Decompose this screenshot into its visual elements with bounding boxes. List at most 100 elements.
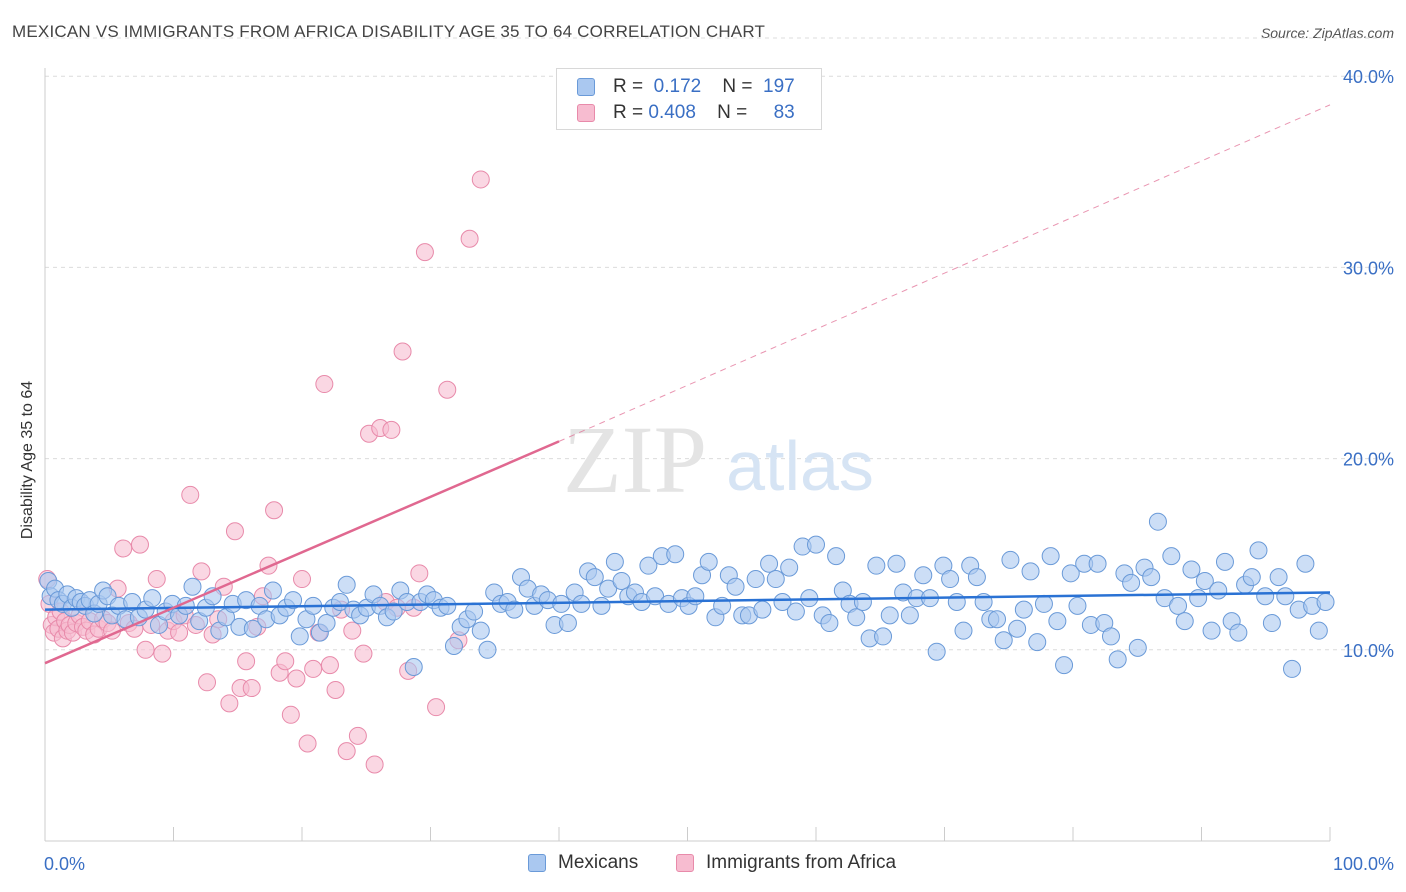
africa-point-78 xyxy=(427,698,446,717)
mexicans-point-162 xyxy=(1088,554,1107,573)
mexicans-point-39 xyxy=(263,581,282,600)
mexicans-point-85 xyxy=(572,594,591,613)
africa-point-55 xyxy=(293,570,311,589)
mexicans-point-170 xyxy=(1142,568,1161,587)
mexicans-point-18 xyxy=(123,593,142,611)
watermark-zip: ZIP xyxy=(563,406,707,513)
africa-point-38 xyxy=(198,673,217,692)
legend-swatch-africa xyxy=(676,854,694,872)
legend-swatch-mexicans xyxy=(528,854,546,872)
africa-point-52 xyxy=(276,652,295,671)
mexicans-point-142 xyxy=(954,621,973,640)
africa-point-37 xyxy=(192,562,211,581)
africa-point-46 xyxy=(242,679,261,698)
africa-point-30 xyxy=(153,644,172,663)
mexicans-trend-line xyxy=(44,591,1331,611)
mexicans-point-185 xyxy=(1242,568,1261,587)
mexicans-point-126 xyxy=(847,608,866,627)
mexicans-swatch xyxy=(577,78,595,96)
mexicans-point-65 xyxy=(438,596,457,615)
mexicans-point-188 xyxy=(1262,614,1281,633)
chart-title: MEXICAN VS IMMIGRANTS FROM AFRICA DISABI… xyxy=(12,22,766,41)
africa-point-68 xyxy=(365,755,384,774)
mexicans-point-183 xyxy=(1229,623,1248,642)
mexicans-point-89 xyxy=(599,579,618,598)
legend-label-mexicans: Mexicans xyxy=(558,852,639,873)
africa-point-60 xyxy=(320,656,339,675)
africa-point-82 xyxy=(471,170,490,189)
africa-point-66 xyxy=(354,644,373,663)
mexicans-point-90 xyxy=(605,552,624,571)
mexicans-point-123 xyxy=(827,547,846,566)
mexicans-point-155 xyxy=(1041,547,1060,566)
mexicans-point-60 xyxy=(404,658,423,677)
x-tick-labels: 0.0% 100.0% xyxy=(44,854,1394,874)
mexicans-point-179 xyxy=(1202,621,1221,640)
mexicans-point-178 xyxy=(1195,571,1214,590)
mexicans-point-132 xyxy=(887,554,906,573)
y-tick-label-2: 30.0% xyxy=(1343,258,1394,278)
trend-lines xyxy=(44,104,1331,665)
mexicans-point-140 xyxy=(941,570,960,589)
mexicans-point-70 xyxy=(471,621,490,640)
mexicans-point-99 xyxy=(666,545,685,564)
africa-point-26 xyxy=(130,535,149,554)
mexicans-point-50 xyxy=(337,575,356,594)
mexicans-point-91 xyxy=(612,571,631,590)
mexicans-point-176 xyxy=(1182,560,1201,579)
africa-point-23 xyxy=(114,539,133,558)
africa-trend-extension xyxy=(558,104,1331,442)
mexicans-point-157 xyxy=(1055,656,1074,675)
mexicans-point-158 xyxy=(1061,564,1080,583)
mexicans-point-129 xyxy=(867,556,886,575)
mexicans-point-167 xyxy=(1122,573,1141,592)
africa-point-59 xyxy=(315,375,334,394)
y-tick-label-1: 20.0% xyxy=(1343,450,1394,470)
source-label: Source: ZipAtlas.com xyxy=(1260,25,1394,41)
x-tick-label-min: 0.0% xyxy=(44,854,85,874)
mexicans-point-175 xyxy=(1175,612,1194,631)
africa-point-54 xyxy=(287,669,306,688)
mexicans-point-21 xyxy=(143,589,162,608)
africa-point-73 xyxy=(393,342,412,361)
mexicans-point-136 xyxy=(914,566,933,585)
mexicans-point-131 xyxy=(880,606,899,625)
mexicans-point-66 xyxy=(444,636,463,655)
africa-point-33 xyxy=(170,623,189,642)
mexicans-point-87 xyxy=(585,568,604,587)
mexicans-point-174 xyxy=(1169,596,1188,615)
r-value-mexicans: 0.172 xyxy=(653,76,702,97)
y-axis-label: Disability Age 35 to 64 xyxy=(19,380,36,540)
mexicans-point-189 xyxy=(1269,568,1288,587)
mexicans-point-122 xyxy=(820,614,839,633)
y-tick-label-0: 10.0% xyxy=(1343,641,1394,661)
mexicans-point-168 xyxy=(1128,638,1147,657)
mexicans-point-148 xyxy=(994,631,1013,650)
mexicans-point-190 xyxy=(1276,587,1295,606)
mexicans-point-71 xyxy=(478,640,497,659)
mexicans-point-187 xyxy=(1256,587,1275,606)
mexicans-point-47 xyxy=(317,614,336,633)
r-value-africa: 0.408 xyxy=(648,102,696,123)
mexicans-point-116 xyxy=(780,558,799,577)
africa-points xyxy=(38,170,490,774)
mexicans-point-112 xyxy=(753,600,772,619)
africa-point-77 xyxy=(415,243,434,262)
mexicans-point-191 xyxy=(1283,659,1302,678)
mexicans-point-104 xyxy=(699,552,718,571)
africa-point-61 xyxy=(326,680,345,699)
mexicans-point-88 xyxy=(592,596,611,615)
y-tick-label-3: 40.0% xyxy=(1343,67,1394,87)
mexicans-point-147 xyxy=(988,610,1007,629)
africa-point-45 xyxy=(237,652,256,671)
legend-label-africa: Immigrants from Africa xyxy=(706,852,897,873)
mexicans-point-144 xyxy=(967,568,986,587)
mexicans-point-138 xyxy=(927,642,946,661)
africa-point-35 xyxy=(181,485,200,504)
mexicans-point-151 xyxy=(1014,600,1033,619)
africa-point-43 xyxy=(225,522,244,541)
mexicans-point-111 xyxy=(746,570,765,589)
mexicans-point-69 xyxy=(465,602,484,621)
mexicans-point-159 xyxy=(1068,596,1087,615)
